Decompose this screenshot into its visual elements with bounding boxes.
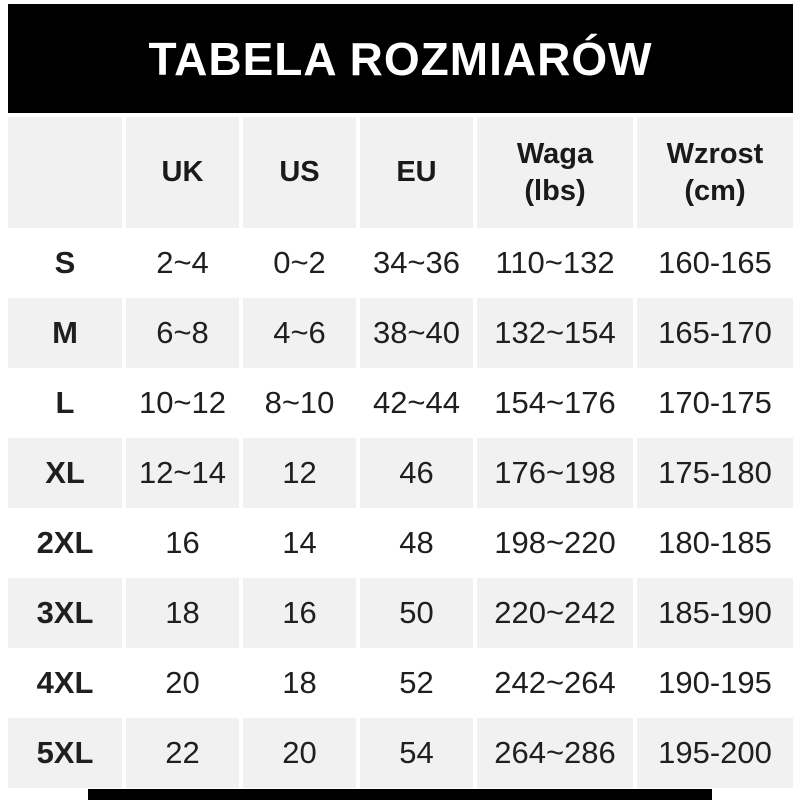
table-cell: 176~198 [473,438,633,508]
size-label-cell: 5XL [8,718,122,788]
header-cell-eu: EU [356,117,473,228]
table-cell: 175-180 [633,438,793,508]
size-label-cell: 4XL [8,648,122,718]
table-cell: 18 [122,578,239,648]
header-weight-top: Waga [516,137,594,170]
header-cell-weight: Waga (lbs) [473,117,633,228]
table-cell: 52 [356,648,473,718]
bottom-bar [88,789,712,800]
table-cell: 160-165 [633,228,793,298]
table-cell: 190-195 [633,648,793,718]
table-cell: 48 [356,508,473,578]
header-cell-us: US [239,117,356,228]
table-cell: 8~10 [239,368,356,438]
table-cell: 20 [122,648,239,718]
table-row: 2XL 16 14 48 198~220 180-185 [8,508,793,578]
table-cell: 165-170 [633,298,793,368]
table-cell: 2~4 [122,228,239,298]
table-cell: 12 [239,438,356,508]
size-label-cell: 3XL [8,578,122,648]
table-row: M 6~8 4~6 38~40 132~154 165-170 [8,298,793,368]
table-cell: 6~8 [122,298,239,368]
table-cell: 42~44 [356,368,473,438]
table-cell: 180-185 [633,508,793,578]
table-cell: 132~154 [473,298,633,368]
table-cell: 154~176 [473,368,633,438]
table-cell: 110~132 [473,228,633,298]
table-cell: 16 [122,508,239,578]
table-row: S 2~4 0~2 34~36 110~132 160-165 [8,228,793,298]
table-header-row: UK US EU Waga (lbs) Wzrost (cm) [8,117,793,228]
table-cell: 20 [239,718,356,788]
table-cell: 170-175 [633,368,793,438]
table-row: 5XL 22 20 54 264~286 195-200 [8,718,793,788]
header-cell-uk: UK [122,117,239,228]
table-cell: 22 [122,718,239,788]
table-cell: 34~36 [356,228,473,298]
title-banner: TABELA ROZMIARÓW [8,4,793,113]
header-weight-label: Waga (lbs) [517,136,593,210]
table-cell: 195-200 [633,718,793,788]
size-label-cell: 2XL [8,508,122,578]
table-row: L 10~12 8~10 42~44 154~176 170-175 [8,368,793,438]
table-cell: 38~40 [356,298,473,368]
size-label-cell: L [8,368,122,438]
page-title: TABELA ROZMIARÓW [148,32,653,85]
size-label-cell: XL [8,438,122,508]
header-cell-height: Wzrost (cm) [633,117,793,228]
size-label-cell: S [8,228,122,298]
header-height-label: Wzrost (cm) [667,136,764,210]
table-body: S 2~4 0~2 34~36 110~132 160-165 M 6~8 4~6 38~40 13… [8,228,793,788]
header-weight-bottom: (lbs) [524,174,586,207]
table-cell: 14 [239,508,356,578]
table-cell: 0~2 [239,228,356,298]
table-cell: 4~6 [239,298,356,368]
table-cell: 198~220 [473,508,633,578]
size-table: UK US EU Waga (lbs) Wzrost (cm) S 2~4 0~2 3… [8,117,793,788]
table-cell: 264~286 [473,718,633,788]
table-cell: 46 [356,438,473,508]
table-cell: 54 [356,718,473,788]
table-cell: 185-190 [633,578,793,648]
header-height-bottom: (cm) [684,174,746,207]
table-cell: 242~264 [473,648,633,718]
header-cell-size [8,117,122,228]
table-cell: 10~12 [122,368,239,438]
table-cell: 18 [239,648,356,718]
table-cell: 220~242 [473,578,633,648]
table-row: 3XL 18 16 50 220~242 185-190 [8,578,793,648]
table-cell: 12~14 [122,438,239,508]
header-height-top: Wzrost [666,137,764,170]
size-label-cell: M [8,298,122,368]
table-cell: 16 [239,578,356,648]
table-row: 4XL 20 18 52 242~264 190-195 [8,648,793,718]
table-cell: 50 [356,578,473,648]
table-row: XL 12~14 12 46 176~198 175-180 [8,438,793,508]
